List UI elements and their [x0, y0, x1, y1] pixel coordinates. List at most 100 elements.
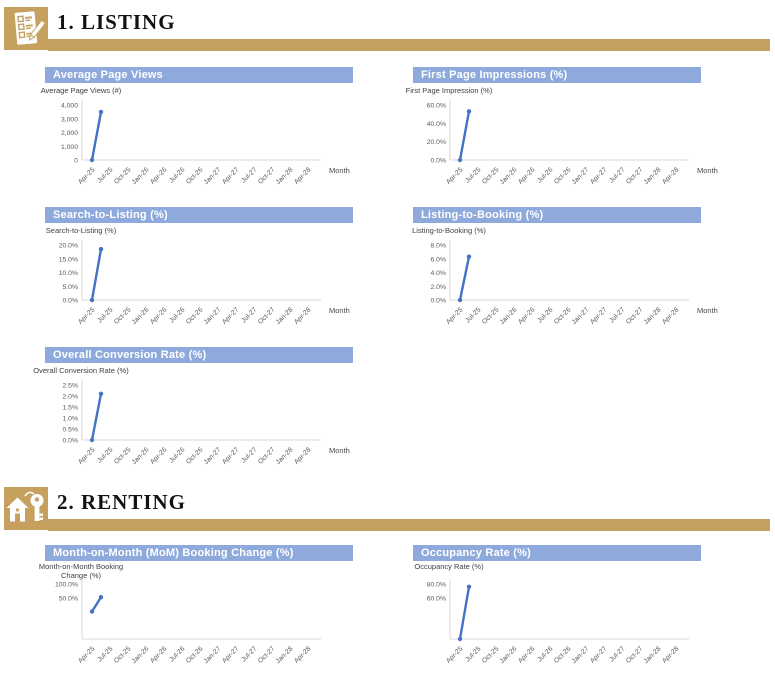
svg-text:Jul-25: Jul-25 — [96, 306, 114, 324]
svg-text:Jul-27: Jul-27 — [608, 166, 626, 184]
svg-text:Oct-27: Oct-27 — [257, 166, 277, 186]
section-title: 1. LISTING — [57, 10, 176, 34]
chart-title: Search-to-Listing (%) — [45, 207, 353, 223]
y-axis-title: First Page Impression (%) — [405, 86, 493, 95]
svg-text:Apr-27: Apr-27 — [221, 306, 241, 326]
svg-text:Apr-28: Apr-28 — [293, 166, 313, 186]
svg-text:Jan-26: Jan-26 — [499, 645, 519, 665]
svg-text:Jan-28: Jan-28 — [643, 306, 663, 326]
chart-card-search-to-listing: Search-to-Listing (%) Search-to-Listing … — [25, 202, 370, 336]
line-chart-search-to-listing: 20.0%15.0%10.0%5.0%0.0%Apr-25 Jul-25Oct-2… — [59, 240, 350, 326]
line-chart-listing-to-booking: 8.0%6.0%4.0%2.0%0.0%Apr-25 Jul-25Oct-25Ja… — [431, 240, 718, 326]
svg-text:Oct-26: Oct-26 — [553, 306, 573, 326]
svg-text:Jan-27: Jan-27 — [203, 446, 223, 466]
svg-text:0.0%: 0.0% — [431, 158, 447, 165]
line-chart-occupancy-rate: 80.0% 60.0% Apr-25 Jul-25Oct-25Jan-26Apr-26… — [427, 579, 689, 665]
chart-title: Occupancy Rate (%) — [413, 545, 701, 561]
svg-text:Oct-26: Oct-26 — [185, 166, 205, 186]
svg-text:Oct-25: Oct-25 — [481, 645, 501, 665]
y-axis-title: Month-on-Month Booking Change (%) — [25, 562, 137, 580]
chart-title: Overall Conversion Rate (%) — [45, 347, 353, 363]
svg-text:Month: Month — [329, 166, 350, 175]
svg-text:Jul-27: Jul-27 — [240, 166, 258, 184]
svg-text:Oct-26: Oct-26 — [185, 645, 205, 665]
svg-text:Jan-28: Jan-28 — [275, 645, 295, 665]
svg-text:Jan-26: Jan-26 — [131, 306, 151, 326]
svg-text:Jul-26: Jul-26 — [168, 306, 186, 324]
section-title: 2. RENTING — [57, 490, 187, 514]
svg-text:Oct-25: Oct-25 — [113, 446, 133, 466]
svg-text:Jul-27: Jul-27 — [240, 645, 258, 663]
svg-text:1.0%: 1.0% — [63, 416, 79, 423]
svg-text:Oct-27: Oct-27 — [625, 166, 645, 186]
svg-text:Jul-27: Jul-27 — [608, 306, 626, 324]
svg-text:8.0%: 8.0% — [431, 243, 447, 250]
svg-text:Month: Month — [329, 446, 350, 455]
chart-title: Month-on-Month (MoM) Booking Change (%) — [45, 545, 353, 561]
svg-text:Jul-27: Jul-27 — [240, 446, 258, 464]
svg-text:Apr-26: Apr-26 — [517, 306, 537, 326]
line-chart-mom-booking-change: 100.0%50.0%Apr-25 Jul-25Oct-25Jan-26Apr-2… — [55, 580, 321, 665]
svg-text:Jan-26: Jan-26 — [131, 645, 151, 665]
svg-text:Oct-26: Oct-26 — [185, 446, 205, 466]
svg-text:Jan-26: Jan-26 — [131, 166, 151, 186]
svg-text:Jul-25: Jul-25 — [96, 645, 114, 663]
svg-text:Apr-25: Apr-25 — [445, 166, 465, 186]
svg-text:Apr-28: Apr-28 — [661, 166, 681, 186]
svg-text:Oct-25: Oct-25 — [481, 306, 501, 326]
svg-text:Jan-28: Jan-28 — [643, 166, 663, 186]
svg-text:4.0%: 4.0% — [431, 270, 447, 277]
y-axis-title-line-1: Month-on-Month Booking — [38, 562, 124, 571]
svg-text:5.0%: 5.0% — [63, 284, 79, 291]
svg-text:Jul-25: Jul-25 — [96, 446, 114, 464]
chart-card-occupancy-rate: Occupancy Rate (%) Occupancy Rate (%) 80… — [393, 540, 738, 672]
svg-text:Apr-27: Apr-27 — [589, 306, 609, 326]
line-chart-first-page-impressions: 60.0%40.0%20.0%0.0%Apr-25 Jul-25Oct-25Jan… — [427, 100, 718, 186]
svg-text:Apr-27: Apr-27 — [221, 446, 241, 466]
svg-text:Apr-28: Apr-28 — [293, 446, 313, 466]
svg-text:2,000: 2,000 — [61, 130, 78, 137]
svg-text:Jan-26: Jan-26 — [131, 446, 151, 466]
svg-text:Jan-26: Jan-26 — [499, 306, 519, 326]
svg-text:Oct-25: Oct-25 — [113, 166, 133, 186]
svg-text:40.0%: 40.0% — [427, 121, 446, 128]
section-header-listing: 1. LISTING — [0, 3, 775, 55]
chart-title: Listing-to-Booking (%) — [413, 207, 701, 223]
svg-text:Jan-28: Jan-28 — [275, 306, 295, 326]
svg-text:1,000: 1,000 — [61, 144, 78, 151]
y-axis-title: Search-to-Listing (%) — [45, 226, 117, 235]
svg-text:Jul-27: Jul-27 — [608, 645, 626, 663]
svg-text:Month: Month — [697, 166, 718, 175]
svg-text:Apr-25: Apr-25 — [445, 306, 465, 326]
svg-text:Apr-25: Apr-25 — [77, 446, 97, 466]
svg-text:Apr-28: Apr-28 — [661, 645, 681, 665]
chart-card-listing-to-booking: Listing-to-Booking (%) Listing-to-Bookin… — [393, 202, 738, 336]
svg-text:Apr-25: Apr-25 — [77, 166, 97, 186]
svg-text:Apr-26: Apr-26 — [149, 645, 169, 665]
svg-text:Month: Month — [329, 306, 350, 315]
svg-text:Jul-25: Jul-25 — [464, 166, 482, 184]
svg-text:2.0%: 2.0% — [431, 284, 447, 291]
svg-text:Jan-26: Jan-26 — [499, 166, 519, 186]
svg-text:0.5%: 0.5% — [63, 427, 79, 434]
svg-text:4,000: 4,000 — [61, 103, 78, 110]
svg-text:Jul-26: Jul-26 — [536, 306, 554, 324]
svg-text:Jul-25: Jul-25 — [464, 306, 482, 324]
svg-text:60.0%: 60.0% — [427, 595, 446, 602]
y-axis-title-line-2: Change (%) — [60, 570, 102, 580]
line-chart-overall-conversion-rate: 2.5%2.0%1.5%1.0%0.5%0.0%Apr-25 Jul-25Oct-… — [63, 380, 350, 466]
checklist-pencil-icon — [4, 7, 48, 50]
svg-text:Jul-25: Jul-25 — [464, 645, 482, 663]
svg-text:Apr-25: Apr-25 — [77, 306, 97, 326]
svg-text:6.0%: 6.0% — [431, 256, 447, 263]
svg-text:Oct-27: Oct-27 — [625, 306, 645, 326]
chart-card-average-page-views: Average Page Views Average Page Views (#… — [25, 62, 370, 196]
svg-text:Oct-27: Oct-27 — [257, 645, 277, 665]
svg-text:Jan-27: Jan-27 — [203, 306, 223, 326]
svg-text:Oct-26: Oct-26 — [553, 645, 573, 665]
svg-text:Apr-28: Apr-28 — [293, 645, 313, 665]
chart-card-overall-conversion-rate: Overall Conversion Rate (%) Overall Conv… — [25, 342, 370, 476]
svg-text:Jul-26: Jul-26 — [168, 446, 186, 464]
svg-text:Apr-27: Apr-27 — [589, 645, 609, 665]
svg-text:Apr-27: Apr-27 — [221, 645, 241, 665]
